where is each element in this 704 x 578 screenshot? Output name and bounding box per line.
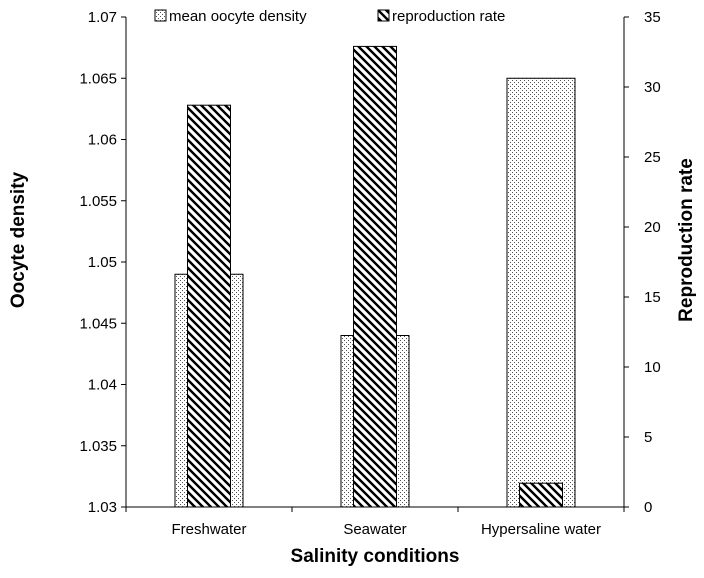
rate-bar (187, 104, 231, 508)
rate-bars (187, 45, 563, 508)
x-categories: Freshwater Seawater Hypersaline water (125, 507, 625, 538)
density-bar (506, 77, 576, 508)
legend-swatch-rate (377, 9, 390, 22)
x-category-label: Freshwater (171, 521, 246, 538)
left-tick-label: 1.035 (79, 438, 117, 455)
right-tick-label: 15 (644, 289, 661, 306)
right-tick-label: 5 (644, 429, 652, 446)
y-axis-label-right: Reproduction rate (676, 158, 697, 322)
legend-swatch-density (154, 9, 167, 22)
x-axis-label: Salinity conditions (291, 546, 460, 567)
rate-bar (519, 482, 563, 508)
y-axis-label-left: Oocyte density (8, 171, 29, 308)
x-category-label: Seawater (343, 521, 406, 538)
legend-label-rate: reproduction rate (392, 8, 505, 25)
left-tick-label: 1.07 (88, 9, 117, 26)
left-tick-label: 1.06 (88, 132, 117, 149)
left-tick-label: 1.03 (88, 499, 117, 516)
right-tick-label: 20 (644, 219, 661, 236)
right-tick-label: 30 (644, 79, 661, 96)
right-tick-label: 10 (644, 359, 661, 376)
left-tick-label: 1.065 (79, 70, 117, 87)
left-tick-label: 1.04 (88, 377, 117, 394)
right-tick-label: 0 (644, 499, 652, 516)
legend: mean oocyte density reproduction rate (154, 8, 505, 25)
right-tick-label: 25 (644, 149, 661, 166)
right-y-ticks: 0 5 10 15 20 25 30 35 (624, 9, 661, 516)
x-category-label: Hypersaline water (481, 521, 601, 538)
left-y-ticks: 1.03 1.035 1.04 1.045 1.05 1.055 1.06 1.065 1.07 (79, 9, 126, 516)
left-tick-label: 1.045 (79, 315, 117, 332)
right-tick-label: 35 (644, 9, 661, 26)
left-tick-label: 1.05 (88, 254, 117, 271)
rate-bar (353, 45, 397, 508)
legend-label-density: mean oocyte density (169, 8, 307, 25)
left-tick-label: 1.055 (79, 193, 117, 210)
